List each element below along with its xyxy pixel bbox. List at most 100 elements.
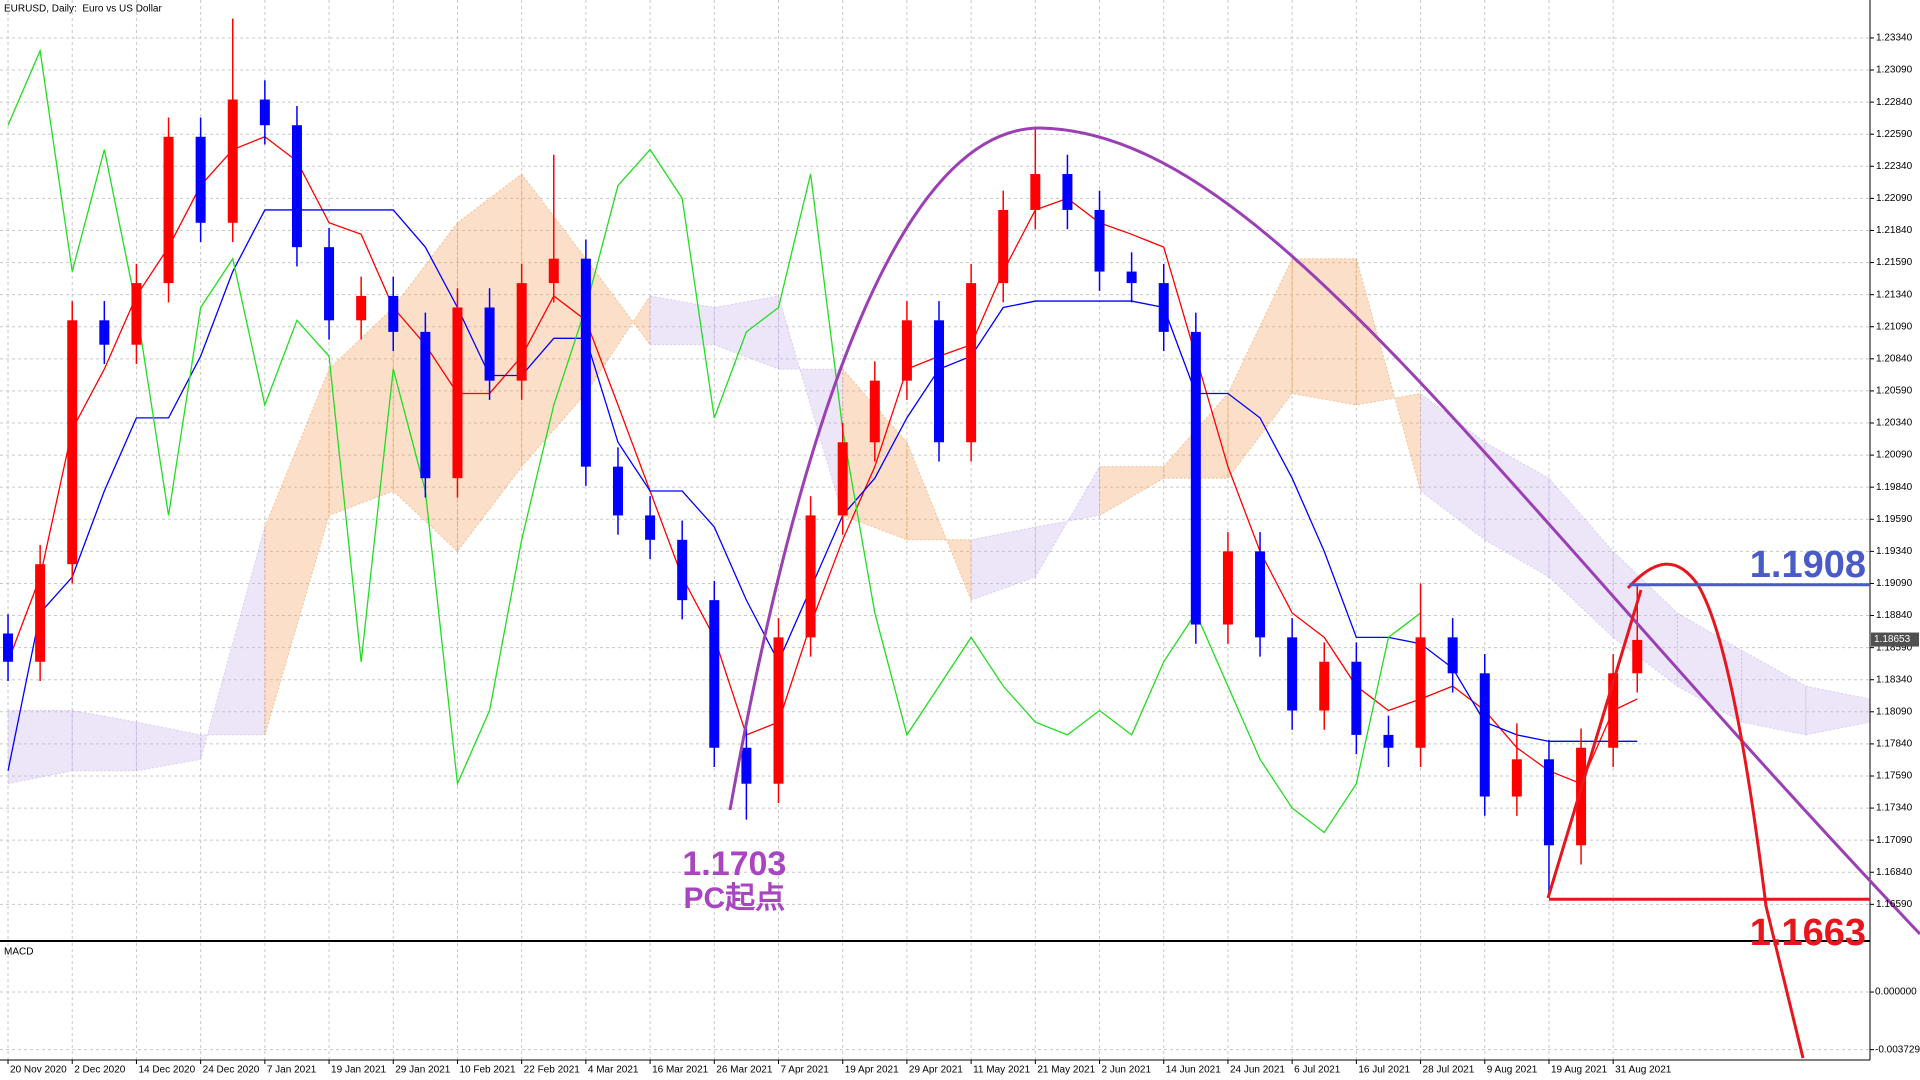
y-tick-label: 1.22840 xyxy=(1876,97,1913,108)
x-tick-label: 29 Jan 2021 xyxy=(395,1065,450,1076)
indicator-line xyxy=(7,136,1638,785)
y-tick-label: 1.21340 xyxy=(1876,289,1913,300)
y-tick-label: 1.20090 xyxy=(1876,450,1913,461)
candle-body xyxy=(131,283,142,345)
x-tick-label: 24 Dec 2020 xyxy=(203,1065,260,1076)
candle-body xyxy=(1351,661,1362,735)
level-label: 1.1663 xyxy=(1750,912,1866,954)
y-tick-label: 1.21590 xyxy=(1876,257,1913,268)
candle-body xyxy=(612,466,623,516)
candle-body xyxy=(1543,759,1554,846)
candle-body xyxy=(1415,637,1426,748)
cloud-segment xyxy=(1548,476,1614,639)
y-tick-label: 1.22340 xyxy=(1876,161,1913,172)
candle-body xyxy=(1447,637,1458,674)
y-tick-label: 1.23340 xyxy=(1876,33,1913,44)
chart-title: EURUSD, Daily: Euro vs US Dollar xyxy=(4,4,162,15)
candle-body xyxy=(291,125,302,248)
indicator-layer xyxy=(7,48,1638,834)
candle-body xyxy=(869,380,880,443)
y-tick-label: 1.21840 xyxy=(1876,225,1913,236)
y-tick-label: 1.22590 xyxy=(1876,129,1913,140)
x-tick-label: 22 Feb 2021 xyxy=(524,1065,581,1076)
panel-title: MACD xyxy=(4,947,33,958)
candle-body xyxy=(1319,661,1330,711)
x-tick-label: 16 Jul 2021 xyxy=(1358,1065,1410,1076)
y-tick-label: 1.19340 xyxy=(1876,546,1913,557)
y-tick-label: 1.19590 xyxy=(1876,514,1913,525)
candle-body xyxy=(516,283,527,381)
cloud-segment xyxy=(1099,466,1165,517)
y-tick-label: -0.003729 xyxy=(1875,1044,1920,1055)
candle-body xyxy=(420,331,431,479)
candle-body xyxy=(934,320,945,443)
x-tick-label: 21 May 2021 xyxy=(1037,1065,1095,1076)
candle-body xyxy=(837,442,848,516)
cloud-segment xyxy=(1741,649,1807,736)
candle-body xyxy=(99,320,110,345)
y-tick-label: 1.22090 xyxy=(1876,193,1913,204)
cloud-segment xyxy=(7,710,73,785)
y-tick-label: 1.20340 xyxy=(1876,418,1913,429)
x-tick-label: 26 Mar 2021 xyxy=(716,1065,773,1076)
axis-layer: 1.16590 1.16840 1.17090 1.17340 1.17590 1.178… xyxy=(7,33,1920,1076)
candle-body xyxy=(1383,734,1394,748)
candle-body xyxy=(901,320,912,381)
y-tick-label: 1.19090 xyxy=(1876,578,1913,589)
y-tick-label: 1.17840 xyxy=(1876,739,1913,750)
candle-body xyxy=(195,136,206,223)
candle-body xyxy=(998,209,1009,284)
candle-body xyxy=(677,539,688,601)
candle-body xyxy=(580,258,591,467)
cloud-segment xyxy=(71,709,137,772)
x-tick-label: 20 Nov 2020 xyxy=(10,1065,67,1076)
candle-body xyxy=(1255,551,1266,638)
candle-body xyxy=(548,258,559,284)
arc-annotation xyxy=(1626,562,1805,1059)
candle-body xyxy=(1608,673,1619,748)
x-tick-label: 4 Mar 2021 xyxy=(588,1065,639,1076)
candle-body xyxy=(966,283,977,443)
indicator-line xyxy=(7,48,1421,834)
y-tick-label: 1.23090 xyxy=(1876,65,1913,76)
last-price-label: 1.18653 xyxy=(1874,634,1911,645)
x-tick-label: 31 Aug 2021 xyxy=(1615,1065,1672,1076)
candle-body xyxy=(1287,637,1298,711)
y-tick-label: 1.20840 xyxy=(1876,353,1913,364)
cloud-segment xyxy=(1355,258,1422,492)
y-tick-label: 1.18840 xyxy=(1876,610,1913,621)
candle-body xyxy=(35,564,46,662)
x-tick-label: 19 Apr 2021 xyxy=(845,1065,899,1076)
candle-body xyxy=(484,307,495,381)
candle-body xyxy=(1094,209,1105,272)
y-tick-label: 1.18340 xyxy=(1876,674,1913,685)
candle-body xyxy=(452,307,463,479)
y-tick-label: 0.000000 xyxy=(1875,987,1917,998)
cloud-segment xyxy=(1291,258,1357,406)
x-tick-label: 7 Jan 2021 xyxy=(267,1065,317,1076)
x-tick-label: 6 Jul 2021 xyxy=(1294,1065,1341,1076)
x-tick-label: 11 May 2021 xyxy=(973,1065,1031,1076)
start-price-label: 1.1703 xyxy=(682,845,786,883)
candle-body xyxy=(356,295,367,321)
cloud-segment xyxy=(1676,612,1743,723)
cloud-segment xyxy=(777,295,844,516)
candle-body xyxy=(227,99,238,223)
y-tick-label: 1.18590 xyxy=(1876,642,1913,653)
y-tick-label: 1.19840 xyxy=(1876,482,1913,493)
cloud-segment xyxy=(1227,258,1293,480)
cloud-segment xyxy=(1805,685,1870,736)
candle-body xyxy=(259,99,270,126)
cloud-segment xyxy=(328,306,394,517)
candle-body xyxy=(741,747,752,784)
candle-body xyxy=(388,295,399,332)
start-note: PC起点 xyxy=(684,882,786,915)
arc-annotation xyxy=(728,126,1920,936)
candle-body xyxy=(645,515,656,540)
cloud-segment xyxy=(1484,441,1550,578)
candle-body xyxy=(163,136,174,284)
y-tick-label: 1.20590 xyxy=(1876,386,1913,397)
candle-body xyxy=(709,600,720,748)
